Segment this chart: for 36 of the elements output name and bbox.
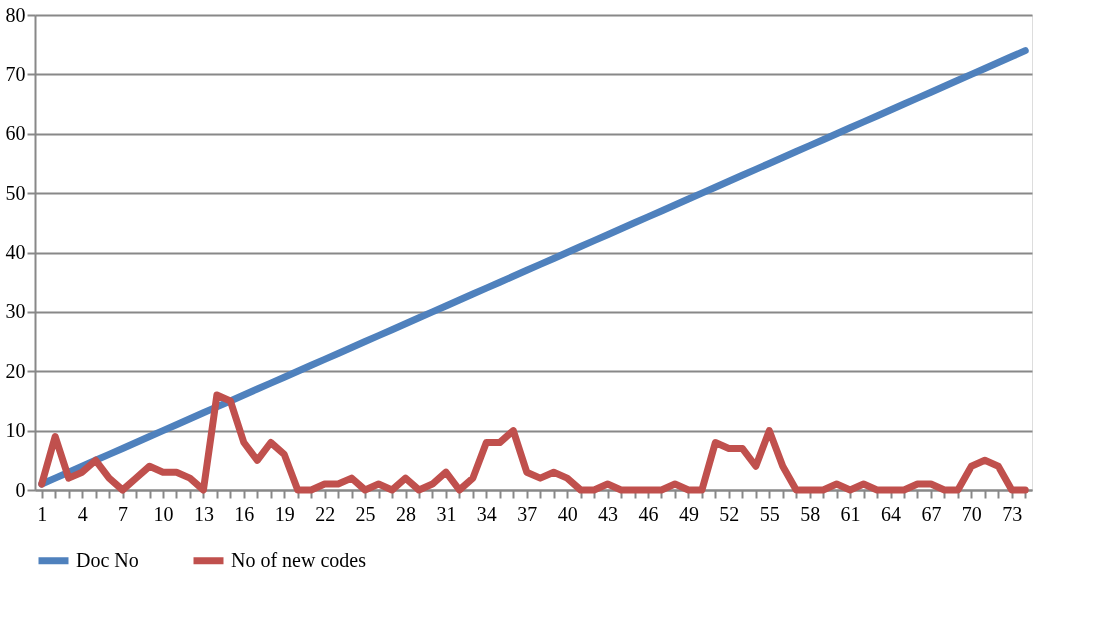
x-tick-label: 10 bbox=[153, 502, 174, 525]
x-tick-label: 46 bbox=[638, 502, 659, 525]
x-tick-label: 43 bbox=[598, 502, 619, 525]
y-tick-label: 40 bbox=[5, 241, 26, 263]
x-tick-label: 1 bbox=[37, 502, 48, 525]
x-tick-label: 37 bbox=[517, 502, 538, 525]
x-tick-label: 28 bbox=[396, 502, 417, 525]
x-tick-label: 52 bbox=[719, 502, 740, 525]
x-tick-label: 55 bbox=[759, 502, 780, 525]
x-tick-label: 4 bbox=[77, 502, 88, 525]
x-tick-label: 34 bbox=[476, 502, 497, 525]
y-tick-label: 0 bbox=[15, 478, 26, 501]
x-tick-label: 64 bbox=[881, 502, 902, 525]
y-tick-label: 80 bbox=[5, 3, 26, 26]
x-tick-label: 25 bbox=[355, 502, 376, 525]
x-tick-label: 61 bbox=[840, 502, 861, 525]
legend-label: No of new codes bbox=[231, 548, 367, 571]
x-tick-label: 73 bbox=[1002, 502, 1023, 525]
x-tick-label: 19 bbox=[274, 502, 295, 525]
y-tick-label: 60 bbox=[5, 122, 26, 145]
y-tick-label: 50 bbox=[5, 181, 26, 204]
x-tick-label: 22 bbox=[315, 502, 336, 525]
y-tick-label: 30 bbox=[5, 300, 26, 323]
x-tick-label: 16 bbox=[234, 502, 255, 525]
x-tick-label: 49 bbox=[678, 502, 699, 525]
y-tick-label: 20 bbox=[5, 359, 26, 382]
x-tick-label: 13 bbox=[193, 502, 214, 525]
x-tick-label: 70 bbox=[961, 502, 982, 525]
x-tick-label: 40 bbox=[557, 502, 578, 525]
x-tick-label: 67 bbox=[921, 502, 942, 525]
y-tick-label: 70 bbox=[5, 62, 26, 85]
x-tick-label: 58 bbox=[800, 502, 821, 525]
x-tick-label: 7 bbox=[118, 502, 129, 525]
x-tick-label: 31 bbox=[436, 502, 457, 525]
y-tick-label: 10 bbox=[5, 419, 26, 442]
legend-label: Doc No bbox=[76, 548, 139, 571]
